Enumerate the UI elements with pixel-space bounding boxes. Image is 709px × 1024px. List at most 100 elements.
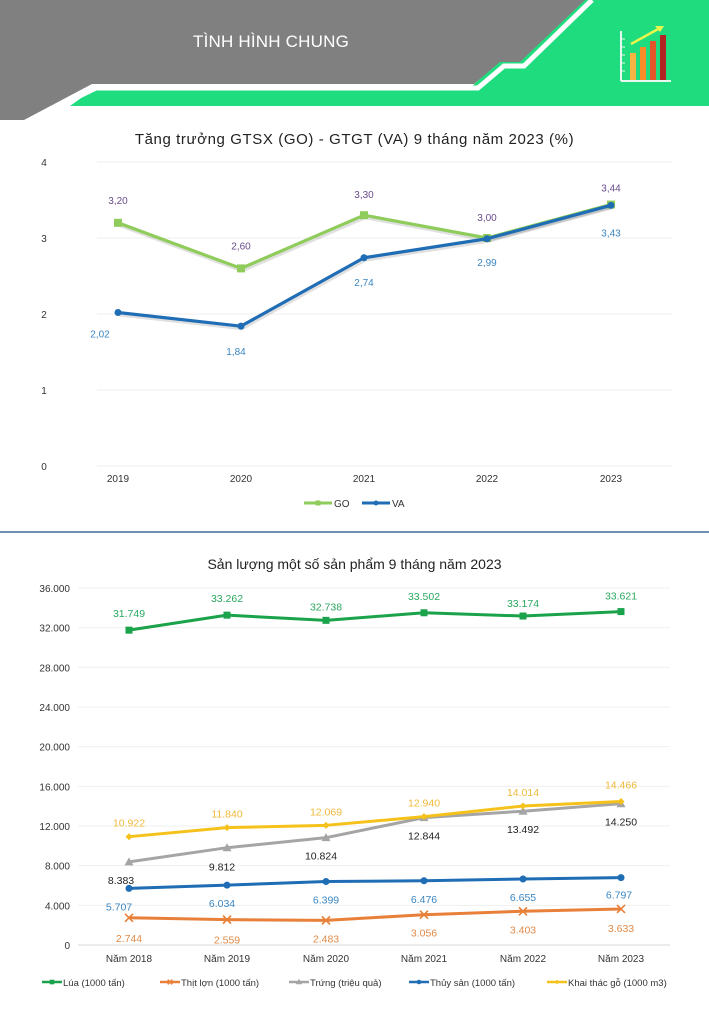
legend-label: Thịt lợn (1000 tấn) — [181, 978, 259, 989]
chart2-x-axis: Năm 2018 Năm 2019 Năm 2020 Năm 2021 Năm 2022… — [106, 954, 645, 965]
y-tick-label: 16.000 — [39, 782, 70, 793]
legend-label: Thủy sản (1000 tấn) — [430, 978, 515, 989]
legend-item-thuy-san-1000-tan[interactable]: Thủy sản (1000 tấn) — [409, 978, 515, 989]
banner-white-stripe — [28, 0, 594, 120]
legend-item-lua-1000-tan[interactable]: Lúa (1000 tấn) — [42, 978, 125, 989]
data-label: 9.812 — [209, 862, 235, 874]
legend-item-va[interactable]: VA — [362, 499, 405, 510]
y-tick-label: 12.000 — [39, 822, 70, 833]
y-tick-label: 3 — [41, 234, 47, 245]
chart2-grid — [78, 587, 670, 946]
legend-label: Trứng (triệu quả) — [310, 978, 381, 989]
data-label: 6.476 — [411, 894, 437, 906]
chart1-title: Tăng trưởng GTSX (GO) - GTGT (VA) 9 thán… — [134, 131, 575, 148]
data-point-khai-thac-go-1000-m3 — [617, 798, 625, 806]
banner-green-band — [70, 0, 709, 106]
chart2-series — [124, 608, 626, 925]
data-point-thuy-san-1000-tan — [420, 877, 428, 885]
legend-label: VA — [392, 499, 405, 510]
x-tick-label: Năm 2019 — [204, 954, 251, 965]
legend-item-thit-lon-1000-tan[interactable]: Thịt lợn (1000 tấn) — [160, 978, 259, 989]
data-point-go — [114, 218, 122, 227]
data-point-khai-thac-go-1000-m3 — [322, 821, 330, 829]
data-point-lua-1000-tan — [420, 609, 428, 617]
data-point-va — [114, 308, 122, 316]
data-label: 2.559 — [214, 935, 240, 947]
data-label: 3,20 — [108, 196, 128, 207]
chart1-grid — [97, 161, 672, 467]
data-point-thuy-san-1000-tan — [617, 874, 625, 882]
y-tick-label: 36.000 — [39, 584, 70, 595]
y-tick-label: 8.000 — [45, 862, 70, 873]
y-tick-label: 4.000 — [45, 901, 70, 912]
data-label: 32.738 — [310, 601, 342, 613]
data-label: 1,84 — [226, 347, 246, 358]
x-tick-label: 2021 — [353, 474, 376, 485]
x-tick-label: Năm 2023 — [598, 954, 645, 965]
data-label: 3,43 — [601, 228, 621, 239]
data-point-trung-trieu-qua — [222, 843, 232, 852]
data-label: 12.069 — [310, 806, 342, 818]
data-point-lua-1000-tan — [125, 626, 133, 634]
legend-marker — [295, 978, 303, 985]
y-tick-label: 2 — [41, 310, 47, 321]
chart2-title: Sản lượng một số sản phẩm 9 tháng năm 20… — [207, 556, 502, 572]
data-label: 8.383 — [108, 875, 134, 887]
data-point-go — [237, 264, 245, 273]
data-point-khai-thac-go-1000-m3 — [223, 824, 231, 832]
chart1-y-axis: 0 1 2 3 4 — [41, 158, 47, 473]
legend-marker — [315, 500, 321, 506]
data-label: 2,60 — [231, 241, 251, 252]
data-label: 3,30 — [354, 190, 374, 201]
y-tick-label: 24.000 — [39, 703, 70, 714]
data-label: 3.633 — [608, 923, 634, 935]
legend-marker — [167, 979, 173, 985]
data-point-va — [607, 201, 615, 209]
series-line-trung-trieu-qua — [128, 802, 622, 864]
y-tick-label: 32.000 — [39, 624, 70, 635]
page-title: TÌNH HÌNH CHUNG — [193, 32, 349, 51]
chart1-series — [114, 200, 615, 331]
x-tick-label: 2023 — [600, 474, 623, 485]
data-label: 33.502 — [408, 591, 440, 603]
data-label: 12.940 — [408, 798, 440, 810]
data-point-thuy-san-1000-tan — [223, 881, 231, 889]
data-label: 2,74 — [354, 278, 374, 289]
legend-marker — [554, 979, 560, 985]
header-banner — [0, 0, 709, 120]
y-tick-label: 28.000 — [39, 663, 70, 674]
data-label: 2.483 — [313, 933, 339, 945]
legend-item-trung-trieu-qua[interactable]: Trứng (triệu quả) — [289, 978, 381, 989]
y-tick-label: 20.000 — [39, 743, 70, 754]
chart1-x-axis: 2019 2020 2021 2022 2023 — [107, 474, 623, 485]
data-point-trung-trieu-qua — [124, 857, 134, 866]
data-point-va — [237, 322, 245, 330]
series-line-thit-lon-1000-tan — [128, 907, 622, 922]
data-point-thuy-san-1000-tan — [322, 878, 330, 886]
data-label: 6.399 — [313, 895, 339, 907]
data-label: 33.621 — [605, 591, 637, 603]
legend-label: GO — [334, 499, 350, 510]
data-point-lua-1000-tan — [617, 608, 625, 616]
legend-item-khai-thac-go-1000-m3[interactable]: Khai thác gỗ (1000 m3) — [547, 978, 667, 989]
data-point-khai-thac-go-1000-m3 — [420, 813, 428, 821]
data-label: 31.749 — [113, 608, 145, 620]
data-label: 10.922 — [113, 818, 145, 830]
data-label: 10.824 — [305, 851, 337, 863]
data-point-lua-1000-tan — [519, 612, 527, 620]
data-label: 12.844 — [408, 831, 440, 843]
data-label: 33.262 — [211, 593, 243, 605]
data-label: 11.840 — [211, 809, 242, 821]
x-tick-label: 2020 — [230, 474, 253, 485]
data-point-thit-lon-1000-tan — [222, 915, 232, 925]
legend-item-go[interactable]: GO — [304, 499, 350, 510]
legend-label: Khai thác gỗ (1000 m3) — [568, 978, 667, 989]
data-label: 33.174 — [507, 598, 539, 610]
data-label: 13.492 — [507, 824, 539, 836]
series-line-thuy-san-1000-tan — [128, 876, 622, 890]
data-point-thit-lon-1000-tan — [124, 913, 134, 923]
data-point-thit-lon-1000-tan — [419, 910, 429, 920]
x-tick-label: Năm 2021 — [401, 954, 448, 965]
data-label: 3,44 — [601, 184, 621, 195]
